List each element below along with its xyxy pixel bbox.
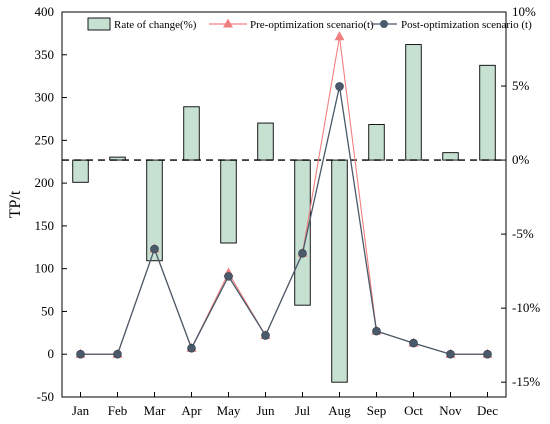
legend-label-rate-of-change: Rate of change(%) — [114, 19, 197, 31]
bar-jan — [72, 159, 89, 183]
bar-may — [220, 159, 237, 244]
right-tick-label: 5% — [512, 78, 530, 93]
post-optimization-point — [261, 331, 270, 340]
x-tick-label: Jun — [256, 403, 275, 418]
post-optimization-point — [409, 338, 418, 348]
post-optimization-point — [187, 343, 196, 353]
legend: Rate of change(%) Pre-optimization scenar… — [87, 17, 532, 31]
x-tick-label: Dec — [477, 403, 498, 418]
bar-aug — [331, 159, 348, 383]
left-tick-label: 200 — [35, 175, 55, 190]
legend-pre-marker — [223, 18, 233, 28]
right-tick-label: 0% — [512, 152, 530, 167]
x-tick-label: Mar — [144, 403, 166, 418]
left-tick-label: 100 — [35, 261, 55, 276]
bar-dec — [479, 64, 496, 161]
left-tick-label: 250 — [35, 132, 55, 147]
x-tick-label: May — [217, 403, 241, 418]
axes: -50 0 50 100 150 200 250 300 350 400 10% 5% 0% -5% -10… — [35, 4, 541, 418]
post-optimization-point — [224, 272, 233, 281]
x-tick-label: Aug — [328, 403, 351, 418]
bar-nov — [442, 152, 459, 161]
bar-feb — [109, 156, 126, 161]
bar-sep — [368, 124, 385, 161]
legend-bar-swatch — [87, 17, 111, 31]
right-tick-label: 10% — [512, 4, 536, 19]
plot-frame — [61, 11, 507, 398]
post-optimization-point — [446, 349, 455, 359]
bar-oct — [405, 44, 422, 161]
x-tick-label: Oct — [404, 403, 423, 418]
x-tick-label: Nov — [439, 403, 462, 418]
right-tick-label: -5% — [512, 226, 534, 241]
post-optimization-point — [150, 244, 159, 254]
legend-label-post-optimization: Post-optimization scenario (t) — [401, 19, 532, 31]
bar-series — [72, 44, 496, 383]
pre-optimization-point — [334, 31, 345, 41]
bar-apr — [183, 106, 200, 161]
x-tick-label: Apr — [181, 403, 202, 418]
bar-mar — [146, 159, 163, 262]
bar-jul — [294, 159, 311, 306]
x-tick-label: Jul — [295, 403, 311, 418]
left-tick-label: 350 — [35, 47, 55, 62]
right-tick-label: -10% — [512, 300, 540, 315]
x-tick-label: Sep — [367, 403, 387, 418]
pre-optimization-line — [80, 36, 488, 355]
bar-jun — [257, 122, 274, 161]
legend-label-pre-optimization: Pre-optimization scenario(t) — [250, 19, 374, 31]
post-optimization-point — [298, 248, 307, 258]
y-axis-title: TP/t — [7, 190, 24, 218]
post-optimization-point — [335, 82, 344, 91]
left-tick-label: 150 — [35, 218, 55, 233]
left-tick-label: 300 — [35, 90, 55, 105]
left-tick-label: 50 — [41, 303, 54, 318]
post-optimization-point — [372, 326, 381, 336]
post-optimization-point — [483, 349, 492, 359]
right-tick-label: -15% — [512, 374, 540, 389]
post-optimization-point — [76, 349, 85, 359]
x-tick-label: Jan — [72, 403, 90, 418]
left-tick-label: 0 — [48, 346, 55, 361]
post-optimization-point — [113, 349, 122, 359]
left-tick-label: -50 — [37, 389, 54, 404]
x-tick-label: Feb — [108, 403, 128, 418]
line-series — [75, 31, 493, 359]
legend-post-marker — [380, 20, 388, 28]
post-optimization-line — [80, 86, 488, 355]
left-tick-label: 400 — [35, 4, 55, 19]
